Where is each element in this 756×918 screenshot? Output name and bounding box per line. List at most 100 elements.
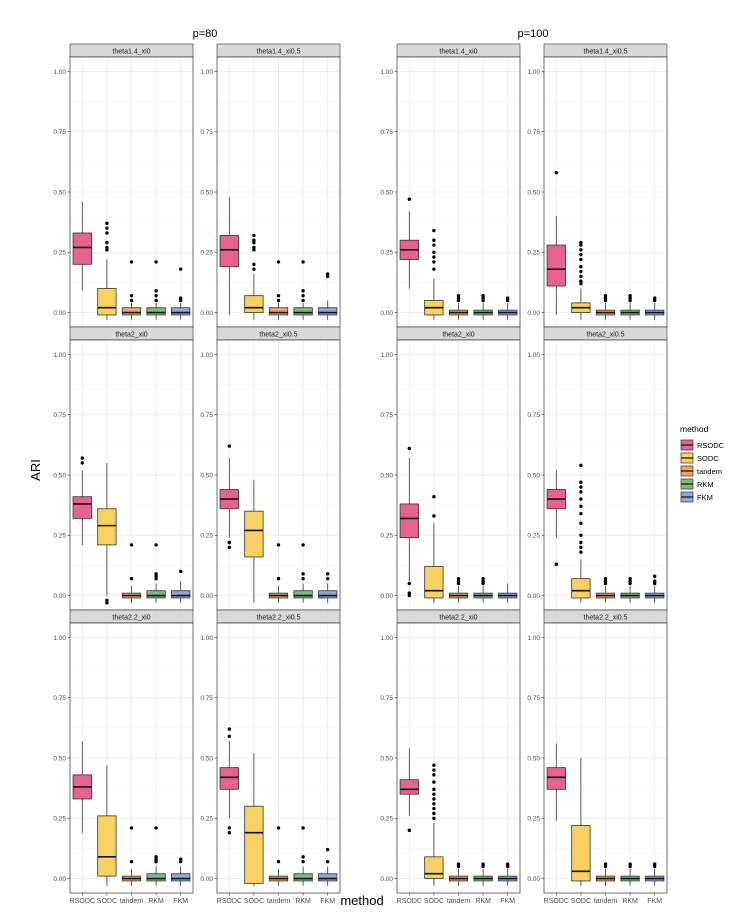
box-fkm — [318, 272, 338, 320]
outlier-point — [129, 543, 134, 547]
box-rsodc — [219, 444, 239, 550]
x-tick-label: FKM — [320, 898, 335, 905]
outlier-point — [628, 298, 632, 303]
box-tandem — [121, 826, 142, 886]
y-tick-label: 0.50 — [527, 189, 540, 196]
panel-strip-label: theta2.2_xi0.5 — [257, 615, 301, 622]
panel-8: theta2_xi0.50.000.250.500.751.00RSODCSOD… — [527, 326, 668, 622]
x-tick-label: SODC — [244, 898, 264, 905]
y-tick-label: 0.50 — [200, 755, 213, 762]
y-tick-label: 0.75 — [527, 412, 540, 419]
outlier-point — [432, 797, 436, 801]
box-rkm — [620, 576, 640, 603]
box-sodc — [97, 221, 117, 320]
outlier-point — [432, 255, 436, 259]
outlier-point — [603, 298, 608, 303]
box-body — [293, 590, 313, 599]
box-body — [293, 873, 313, 882]
outlier-point — [227, 444, 231, 448]
outlier-point — [603, 864, 608, 869]
outlier-point — [432, 228, 436, 233]
outlier-point — [554, 171, 558, 175]
outlier-point — [579, 490, 583, 494]
y-axis-label: ARI — [28, 459, 43, 481]
panel-7: theta2_xi00.000.250.500.751.00RSODCSODCt… — [380, 326, 521, 622]
outlier-point — [432, 787, 436, 792]
outlier-point — [628, 293, 632, 298]
outlier-point — [481, 862, 485, 866]
outlier-point — [432, 260, 436, 264]
box-rsodc — [546, 470, 566, 566]
box-tandem — [268, 260, 289, 320]
outlier-point — [506, 298, 510, 303]
outlier-point — [276, 543, 281, 547]
outlier-point — [105, 231, 109, 235]
box-rsodc — [399, 748, 419, 833]
outlier-point — [326, 847, 330, 852]
panel-strip-label: theta2.2_xi0 — [439, 615, 477, 622]
outlier-point — [105, 240, 109, 245]
panel-strip-label: theta1.4_xi0.5 — [584, 49, 628, 56]
y-tick-label: 0.50 — [527, 472, 540, 479]
box-body — [219, 767, 239, 790]
x-tick-label: RKM — [295, 898, 311, 905]
legend-label-rkm: RKM — [697, 480, 714, 489]
outlier-point — [481, 296, 485, 300]
y-tick-label: 0.25 — [53, 250, 66, 257]
box-body — [146, 307, 166, 316]
box-fkm — [645, 862, 665, 886]
outlier-point — [579, 279, 583, 283]
box-body — [97, 288, 117, 316]
outlier-point — [105, 245, 109, 250]
outlier-point — [579, 533, 583, 537]
outlier-point — [276, 298, 281, 303]
y-tick-label: 0.25 — [527, 250, 540, 257]
y-tick-label: 0.25 — [53, 533, 66, 540]
outlier-point — [301, 855, 305, 859]
outlier-point — [481, 864, 485, 869]
box-sodc — [97, 462, 117, 605]
x-tick-label: RSODC — [217, 898, 242, 905]
outlier-point — [579, 240, 583, 245]
outlier-point — [227, 727, 231, 731]
box-body — [244, 295, 264, 313]
box-body — [571, 825, 591, 882]
outlier-point — [105, 248, 109, 252]
outlier-point — [154, 857, 158, 861]
box-body — [268, 307, 289, 316]
x-tick-label: tandem — [267, 898, 291, 905]
outlier-point — [407, 828, 411, 833]
box-tandem — [268, 543, 289, 603]
outlier-point — [129, 260, 134, 264]
y-tick-label: 0.00 — [527, 310, 540, 317]
y-tick-label: 1.00 — [527, 635, 540, 642]
outlier-point — [579, 265, 583, 269]
box-rkm — [473, 576, 493, 603]
panel-strip-label: theta1.4_xi0 — [439, 49, 477, 56]
y-tick-label: 0.75 — [200, 695, 213, 702]
y-tick-label: 1.00 — [53, 635, 66, 642]
outlier-point — [227, 540, 231, 545]
y-tick-label: 1.00 — [380, 352, 393, 359]
outlier-point — [276, 576, 281, 581]
y-tick-label: 0.00 — [527, 876, 540, 883]
outlier-point — [579, 463, 583, 468]
outlier-point — [456, 579, 461, 583]
outlier-point — [506, 864, 510, 869]
box-fkm — [498, 862, 518, 886]
y-tick-label: 0.75 — [527, 129, 540, 136]
y-tick-label: 1.00 — [527, 69, 540, 76]
outlier-point — [407, 591, 411, 595]
box-body — [146, 873, 166, 882]
box-body — [72, 232, 92, 265]
x-axis-label: method — [340, 893, 383, 908]
outlier-point — [179, 298, 183, 303]
box-body — [399, 503, 419, 539]
outlier-point — [326, 572, 330, 576]
outlier-point — [154, 572, 158, 576]
box-body — [571, 578, 591, 599]
outlier-point — [481, 298, 485, 303]
outlier-point — [506, 862, 510, 866]
box-rsodc — [72, 741, 92, 833]
outlier-point — [579, 281, 583, 286]
